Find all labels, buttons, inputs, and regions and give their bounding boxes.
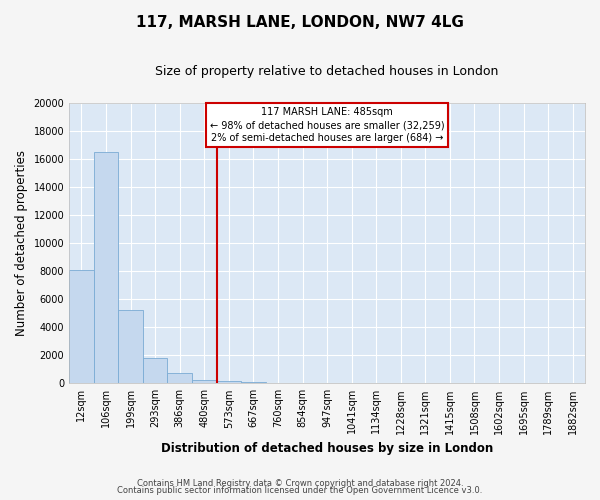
Bar (217, 381, 241, 384)
Bar (118, 310, 143, 384)
Bar (241, 382, 266, 384)
Bar (143, 358, 167, 384)
Bar (266, 382, 290, 384)
Bar (167, 374, 192, 384)
Y-axis label: Number of detached properties: Number of detached properties (15, 150, 28, 336)
Bar (69, 270, 94, 384)
X-axis label: Distribution of detached houses by size in London: Distribution of detached houses by size … (161, 442, 493, 455)
Text: Contains HM Land Registry data © Crown copyright and database right 2024.: Contains HM Land Registry data © Crown c… (137, 478, 463, 488)
Text: 117, MARSH LANE, LONDON, NW7 4LG: 117, MARSH LANE, LONDON, NW7 4LG (136, 15, 464, 30)
Text: 117 MARSH LANE: 485sqm
← 98% of detached houses are smaller (32,259)
2% of semi-: 117 MARSH LANE: 485sqm ← 98% of detached… (210, 107, 445, 144)
Bar (94, 152, 118, 384)
Text: Contains public sector information licensed under the Open Government Licence v3: Contains public sector information licen… (118, 486, 482, 495)
Bar (192, 380, 217, 384)
Title: Size of property relative to detached houses in London: Size of property relative to detached ho… (155, 65, 499, 78)
